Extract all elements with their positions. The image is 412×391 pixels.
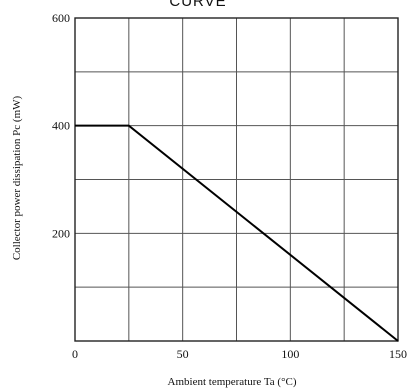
x-tick-label: 150: [389, 347, 407, 361]
x-tick-label: 100: [281, 347, 299, 361]
x-tick-label: 0: [72, 347, 78, 361]
y-tick-label: 600: [52, 11, 70, 25]
series-group: [75, 124, 399, 342]
x-axis-ticks: 0 50 100 150: [72, 347, 407, 361]
x-axis-label: Ambient temperature Ta (°C): [168, 376, 297, 388]
x-tick-label: 50: [177, 347, 189, 361]
y-tick-label: 400: [52, 119, 70, 133]
y-axis-ticks: 200 400 600: [52, 11, 70, 240]
y-axis-label: Collector power dissipation Pc (mW): [11, 95, 23, 260]
grid: [74, 17, 399, 342]
y-tick-label: 200: [52, 226, 70, 240]
plot-frame: [74, 17, 399, 342]
series-line: [75, 124, 399, 342]
chart-title: CURVE: [169, 0, 226, 10]
